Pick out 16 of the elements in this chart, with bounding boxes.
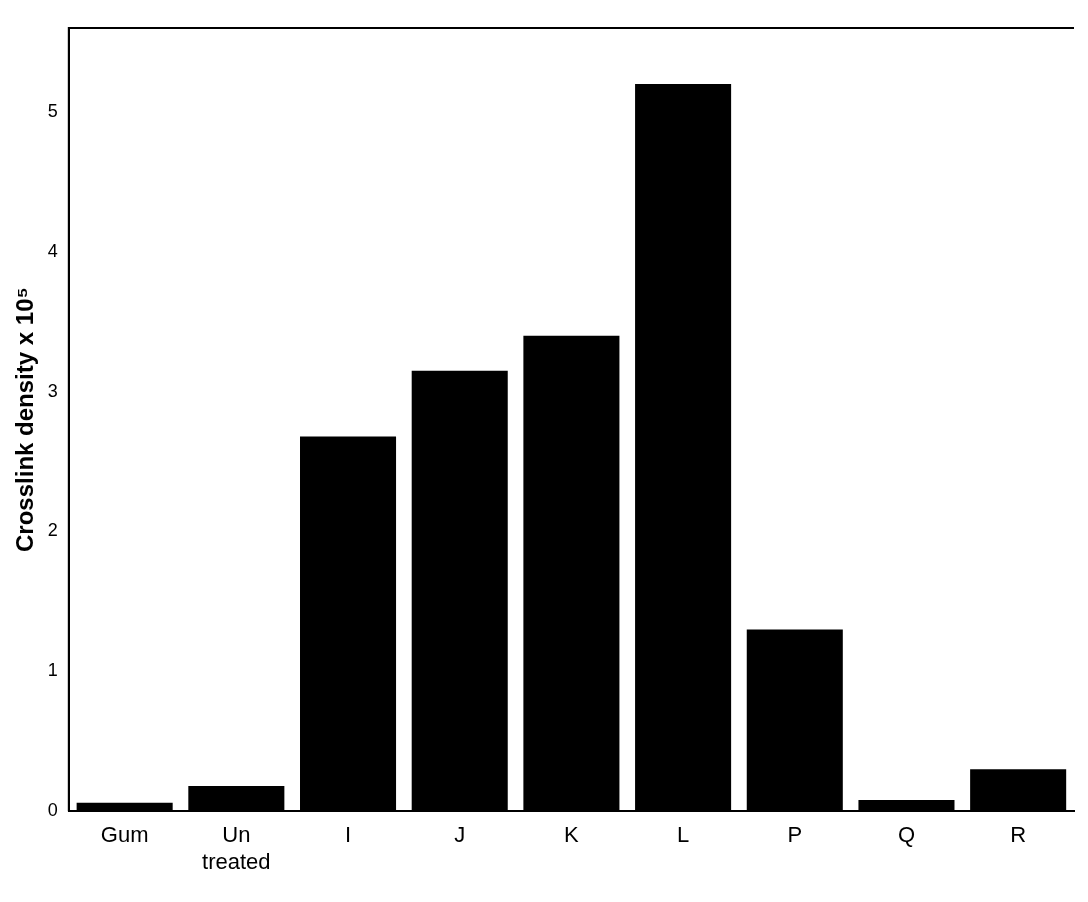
y-tick-label: 5 <box>47 100 58 121</box>
y-tick-label: 4 <box>47 240 58 261</box>
x-tick-label: K <box>564 822 580 848</box>
y-tick-label: 2 <box>47 520 58 541</box>
y-axis-title: Crosslink density x 10⁵ <box>11 287 39 552</box>
x-tick-label: L <box>676 822 690 848</box>
y-tick-label: 0 <box>47 800 58 821</box>
x-tick-label: I <box>344 822 352 848</box>
x-tick-label: Q <box>897 822 916 848</box>
x-tick-label: R <box>1010 822 1027 848</box>
y-tick-label: 3 <box>47 380 58 401</box>
x-tick-label: J <box>454 822 466 848</box>
y-tick-label: 1 <box>47 660 58 681</box>
x-tick-label: Gum <box>100 822 149 848</box>
x-tick-label: P <box>787 822 803 848</box>
x-tick-label: Un treated <box>202 822 271 874</box>
